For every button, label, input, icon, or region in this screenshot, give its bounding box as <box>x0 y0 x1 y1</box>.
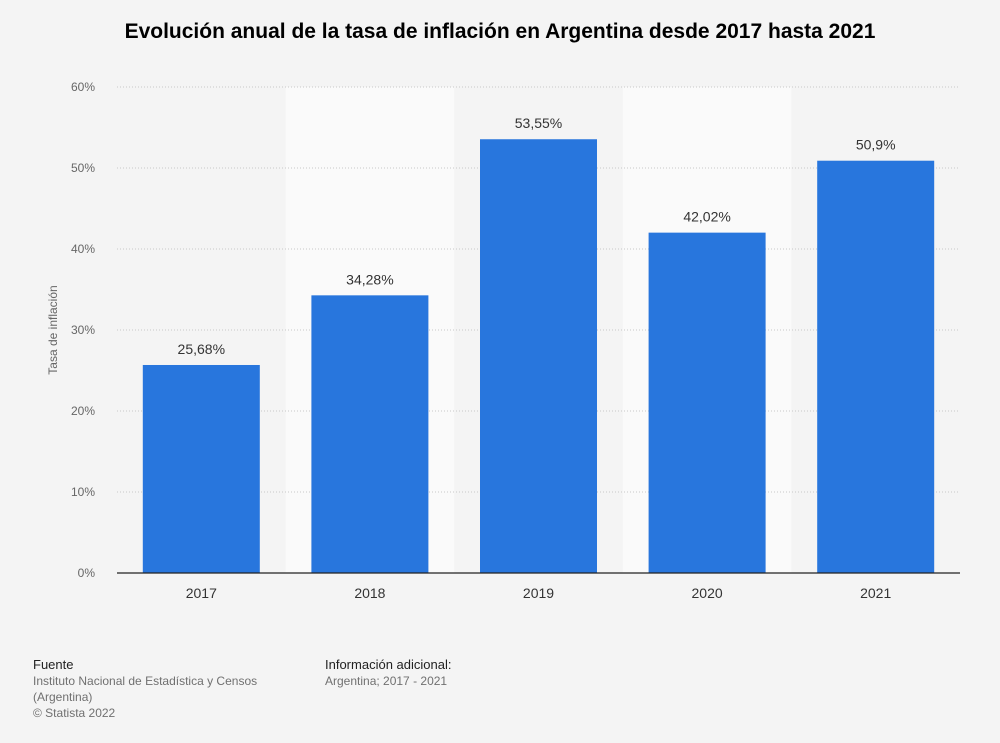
y-tick-label: 50% <box>71 161 95 175</box>
data-label: 50,9% <box>856 137 896 153</box>
source-line-1: Instituto Nacional de Estadística y Cens… <box>33 674 258 688</box>
x-tick-label: 2017 <box>186 585 217 601</box>
data-label: 42,02% <box>683 209 730 225</box>
x-tick-label: 2021 <box>860 585 891 601</box>
x-tick-label: 2019 <box>523 585 554 601</box>
chart-title: Evolución anual de la tasa de inflación … <box>124 20 876 43</box>
data-label: 34,28% <box>346 271 393 287</box>
source-line-2: (Argentina) <box>33 690 93 704</box>
y-tick-label: 30% <box>71 323 95 337</box>
info-text: Argentina; 2017 - 2021 <box>325 674 448 688</box>
y-tick-label: 60% <box>71 80 95 94</box>
source-heading: Fuente <box>33 657 74 672</box>
y-tick-label: 40% <box>71 242 95 256</box>
bar <box>648 232 766 573</box>
y-axis-title: Tasa de inflación <box>46 285 60 374</box>
bar <box>311 295 429 573</box>
y-tick-label: 10% <box>71 485 95 499</box>
footer-source: Fuente Instituto Nacional de Estadística… <box>33 657 293 721</box>
bar <box>817 160 935 573</box>
x-tick-label: 2020 <box>692 585 723 601</box>
copyright: © Statista 2022 <box>33 706 116 720</box>
footer-additional-info: Información adicional: Argentina; 2017 -… <box>325 657 585 689</box>
info-heading: Información adicional: <box>325 657 452 672</box>
y-tick-label: 20% <box>71 404 95 418</box>
data-label: 25,68% <box>178 341 225 357</box>
bar <box>480 139 597 573</box>
x-tick-label: 2018 <box>354 585 385 601</box>
bar <box>142 364 260 573</box>
data-label: 53,55% <box>515 115 562 131</box>
y-tick-label: 0% <box>78 566 96 580</box>
